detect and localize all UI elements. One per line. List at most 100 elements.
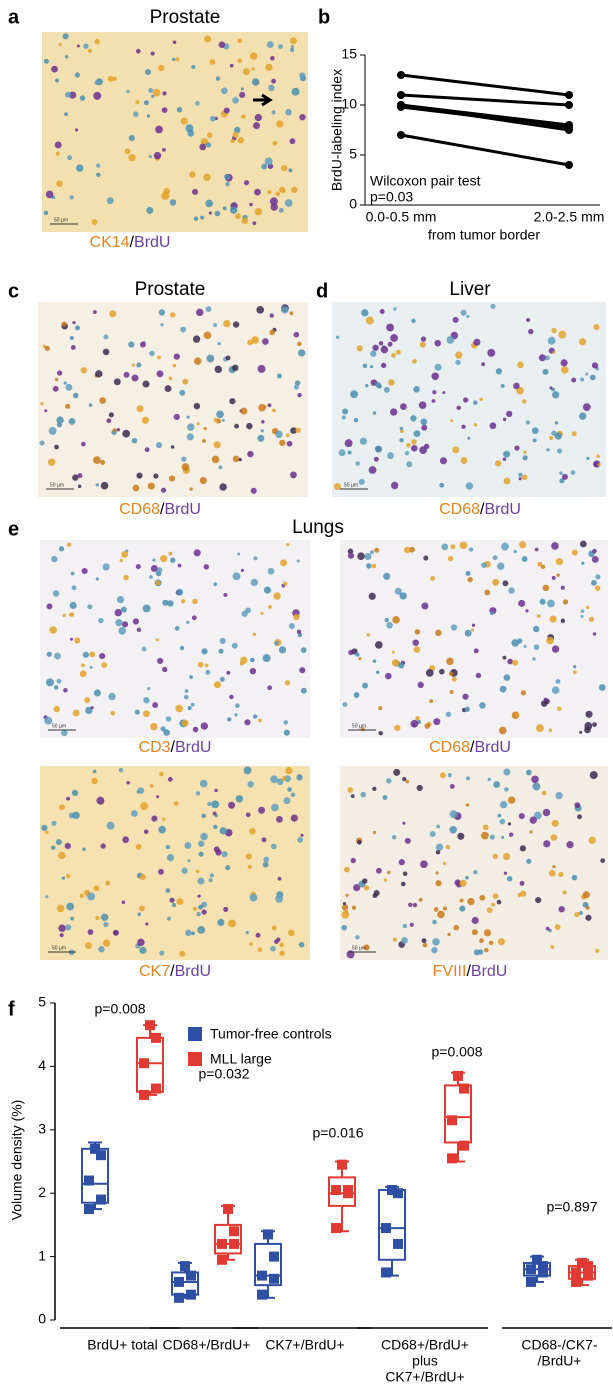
cell [232, 97, 239, 104]
cell [237, 552, 240, 555]
cell [367, 633, 371, 637]
cell [422, 938, 427, 943]
cell [121, 551, 128, 558]
cell [197, 894, 200, 897]
cell [525, 609, 528, 612]
cell [103, 349, 110, 356]
cell [364, 885, 369, 890]
cell [267, 190, 271, 194]
cell [225, 865, 230, 870]
cell [440, 457, 447, 464]
cell [117, 428, 120, 431]
cell [373, 411, 376, 414]
cell [137, 939, 145, 947]
cell [203, 174, 210, 181]
cell [355, 935, 359, 939]
cell [136, 844, 142, 850]
cell [65, 924, 71, 930]
cell [532, 427, 539, 434]
cell [589, 617, 594, 622]
cell [547, 600, 555, 608]
cell [103, 940, 110, 947]
p-value: p=0.016 [313, 1125, 364, 1141]
point [186, 1290, 196, 1300]
cell [192, 189, 198, 195]
cell [386, 778, 391, 783]
cell [98, 946, 104, 952]
cell [54, 653, 61, 660]
cell [493, 893, 499, 899]
cell [224, 107, 230, 113]
cell [350, 390, 358, 398]
caption-part: BrdU [474, 739, 510, 756]
cell [378, 706, 382, 710]
cell [375, 382, 381, 388]
point [343, 1188, 353, 1198]
cell [524, 645, 527, 648]
cell [297, 393, 301, 397]
cell [411, 319, 415, 323]
cell [301, 688, 307, 694]
cell [432, 399, 436, 403]
point [269, 1274, 279, 1284]
cell [290, 471, 297, 478]
cell [271, 804, 279, 812]
cell [151, 51, 155, 55]
cell [270, 946, 276, 952]
cell [75, 325, 80, 330]
cell [94, 689, 101, 696]
caption-part: BrdU [471, 963, 507, 980]
cell [383, 795, 388, 800]
cell [579, 731, 582, 734]
cell [230, 64, 234, 68]
cell [153, 89, 161, 97]
cell [434, 364, 441, 371]
cell [232, 643, 238, 649]
x-tick-label: CK7+/BrdU+ [385, 1369, 464, 1385]
y-axis-label: BrdU-labeling index [329, 69, 345, 191]
cell [455, 352, 462, 359]
panel-title: Liver [449, 279, 491, 300]
cell [561, 366, 569, 374]
cell [104, 335, 109, 340]
cell [131, 810, 138, 817]
cell [205, 200, 213, 208]
cell [175, 626, 180, 631]
cell [185, 930, 191, 936]
cell [115, 619, 122, 626]
cell [219, 41, 226, 48]
cell [380, 309, 385, 314]
cell [585, 373, 588, 376]
cell [536, 724, 544, 732]
cell [585, 711, 592, 718]
cell [253, 122, 260, 129]
cell [361, 309, 368, 316]
cell [419, 898, 423, 902]
cell [593, 324, 599, 330]
cell [213, 323, 217, 327]
cell [301, 647, 307, 653]
cell [406, 443, 410, 447]
cell [227, 717, 231, 721]
cell [261, 429, 264, 432]
cell [159, 772, 163, 776]
cell [459, 906, 465, 912]
cell [209, 878, 213, 882]
cell [101, 662, 107, 668]
cell [556, 679, 561, 684]
pair-point [397, 131, 405, 139]
cell [434, 340, 441, 347]
cell [55, 378, 58, 381]
cell [198, 840, 204, 846]
cell [542, 791, 547, 796]
cell [70, 638, 73, 641]
cell [125, 148, 131, 154]
cell [156, 795, 159, 798]
cell [247, 781, 253, 787]
cell [552, 576, 556, 580]
cell [53, 386, 59, 392]
cell [388, 379, 395, 386]
cell [508, 822, 511, 825]
caption: CD68/BrdU [429, 739, 511, 756]
cell [404, 547, 411, 554]
